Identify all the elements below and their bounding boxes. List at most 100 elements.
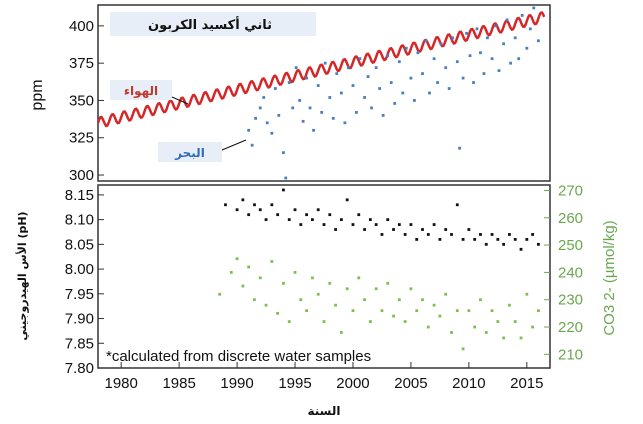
co3-point xyxy=(380,309,384,313)
sea-point xyxy=(490,57,494,61)
sea-point xyxy=(258,106,262,110)
sea-point xyxy=(343,121,347,125)
sea-point xyxy=(320,110,324,114)
sea-point xyxy=(287,81,291,84)
sea-point xyxy=(254,116,258,120)
ph-point xyxy=(270,203,274,207)
co3-point xyxy=(508,303,511,307)
sea-point xyxy=(472,81,475,84)
co3-point xyxy=(415,309,419,313)
sea-point xyxy=(308,106,312,110)
sea-point xyxy=(404,46,408,50)
co3-point xyxy=(264,303,268,307)
co3-point xyxy=(531,325,535,329)
ph-point xyxy=(264,218,268,222)
ph-point xyxy=(397,223,401,226)
ph-point xyxy=(374,223,378,226)
top-title: ثاني أكسيد الكربون xyxy=(148,16,272,33)
ph-point xyxy=(322,223,326,226)
sea-point xyxy=(494,24,497,28)
co3-point xyxy=(345,287,349,291)
ph-point xyxy=(513,238,517,241)
top-y-tick-label: 400 xyxy=(69,18,94,35)
sea-point xyxy=(250,143,254,147)
sea-point xyxy=(502,42,506,46)
x-tick-label: 2010 xyxy=(452,375,485,392)
sea-legend-pointer xyxy=(221,139,247,151)
ph-point xyxy=(421,228,424,231)
sea-point xyxy=(532,6,536,10)
sea-point xyxy=(513,36,517,40)
co3-point xyxy=(334,303,337,307)
sea-point xyxy=(262,96,266,99)
co3-tick-label: 250 xyxy=(558,237,583,254)
sea-point xyxy=(351,84,355,87)
co3-point xyxy=(455,309,459,313)
sea-point xyxy=(366,75,370,78)
sea-point xyxy=(335,72,339,76)
ph-point xyxy=(368,218,372,222)
sea-point xyxy=(298,99,302,102)
sea-point xyxy=(444,66,448,70)
ph-point xyxy=(253,203,256,207)
sea-point xyxy=(455,60,459,64)
ph-point xyxy=(247,213,251,217)
co3-point xyxy=(392,314,395,318)
ph-point xyxy=(450,233,453,236)
ph-point xyxy=(293,208,297,212)
co3-point xyxy=(316,292,320,296)
ph-point xyxy=(380,233,384,236)
title-box xyxy=(110,12,316,36)
co3-point xyxy=(247,265,251,269)
ph-tick-label: 7.80 xyxy=(65,360,94,377)
sea-point xyxy=(386,54,390,58)
sea-point xyxy=(421,72,424,76)
ph-point xyxy=(282,188,285,192)
top-panel: 300 325 350 375 400 ثاني أكسيد الكربون الهوا… xyxy=(29,4,551,184)
sea-point xyxy=(537,39,540,43)
co3-point xyxy=(467,309,471,313)
sea-point xyxy=(393,102,397,105)
bottom-panel: 7.807.857.907.958.008.058.108.15 2102202… xyxy=(15,182,618,418)
co3-point xyxy=(305,309,309,313)
ph-point xyxy=(508,233,511,236)
co3-point xyxy=(479,298,482,302)
sea-point xyxy=(363,96,366,99)
sea-legend-label: البحر xyxy=(174,146,205,160)
sea-point xyxy=(436,81,439,84)
x-tick-label: 1985 xyxy=(162,375,195,392)
sea-point xyxy=(520,14,524,17)
sea-point xyxy=(465,31,468,35)
ph-point xyxy=(316,208,320,212)
co3-point xyxy=(351,309,355,313)
co3-point xyxy=(328,281,332,285)
sea-point xyxy=(355,110,358,114)
bottom-left-y-ticks: 7.80 7.85 7.90 7.95 8.00 8.05 8.10 8.15 xyxy=(65,187,104,377)
co3-point xyxy=(241,284,245,288)
co3-point xyxy=(438,314,442,318)
ph-point xyxy=(392,228,395,231)
co3-point xyxy=(519,336,523,340)
ph-point xyxy=(276,213,280,217)
sea-point xyxy=(316,84,320,87)
co3-point xyxy=(513,320,517,323)
ph-point xyxy=(403,233,407,236)
air-co2-line xyxy=(96,11,546,128)
ph-points xyxy=(224,188,540,251)
co3-point xyxy=(525,292,529,296)
co3-point xyxy=(276,311,280,315)
sea-point xyxy=(401,91,405,95)
co3-tick-label: 230 xyxy=(558,292,583,309)
co3-point xyxy=(426,325,430,329)
sea-point xyxy=(301,119,305,123)
air-legend-box xyxy=(110,80,172,100)
ph-point xyxy=(363,228,366,231)
bottom-plot-frame xyxy=(97,184,551,369)
ph-tick-label: 7.95 xyxy=(65,286,94,303)
ph-point xyxy=(351,223,355,226)
ph-axis-label: الأس الهيدروجيني (pH) xyxy=(15,211,29,340)
ph-point xyxy=(537,242,540,246)
sea-point xyxy=(374,66,378,70)
sea-point xyxy=(370,106,373,110)
